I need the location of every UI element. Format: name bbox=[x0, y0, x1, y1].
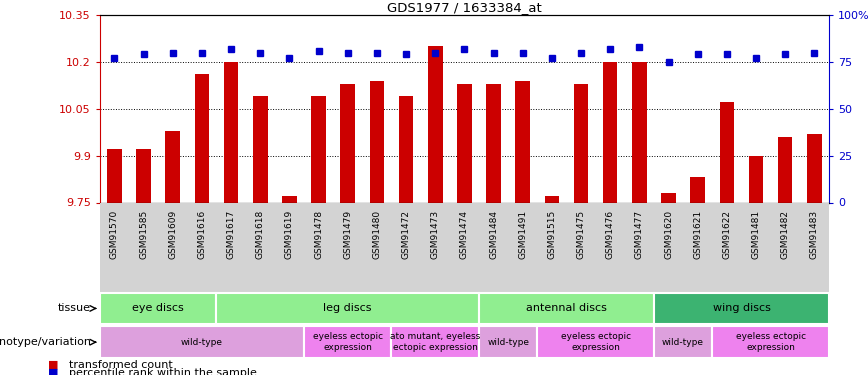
Text: ■: ■ bbox=[48, 368, 58, 375]
Text: GSM91620: GSM91620 bbox=[664, 210, 673, 259]
Bar bbox=[661, 193, 676, 202]
Text: GSM91622: GSM91622 bbox=[722, 210, 732, 259]
Text: wing discs: wing discs bbox=[713, 303, 771, 313]
Text: antennal discs: antennal discs bbox=[526, 303, 607, 313]
Bar bbox=[544, 196, 559, 202]
Text: GSM91585: GSM91585 bbox=[139, 210, 148, 259]
Text: GSM91474: GSM91474 bbox=[460, 210, 469, 259]
Text: GSM91617: GSM91617 bbox=[227, 210, 235, 259]
Bar bbox=[166, 130, 180, 203]
Text: tissue: tissue bbox=[58, 303, 91, 313]
Bar bbox=[654, 326, 713, 358]
Text: GSM91609: GSM91609 bbox=[168, 210, 177, 259]
Bar bbox=[807, 134, 822, 202]
Bar bbox=[370, 81, 385, 203]
Bar bbox=[224, 62, 239, 202]
Text: GSM91570: GSM91570 bbox=[110, 210, 119, 259]
Text: GSM91621: GSM91621 bbox=[694, 210, 702, 259]
Text: GSM91515: GSM91515 bbox=[548, 210, 556, 259]
Bar bbox=[253, 96, 267, 202]
Bar bbox=[312, 96, 326, 202]
Bar bbox=[136, 149, 151, 202]
Text: GSM91473: GSM91473 bbox=[431, 210, 440, 259]
Bar bbox=[107, 149, 122, 202]
Bar bbox=[194, 74, 209, 202]
Text: GSM91481: GSM91481 bbox=[752, 210, 760, 259]
Text: GSM91480: GSM91480 bbox=[372, 210, 381, 259]
Text: percentile rank within the sample: percentile rank within the sample bbox=[69, 368, 257, 375]
Bar bbox=[690, 177, 705, 203]
Bar bbox=[216, 292, 479, 324]
Bar bbox=[398, 96, 413, 202]
Bar bbox=[516, 81, 530, 203]
Text: genotype/variation: genotype/variation bbox=[0, 337, 91, 347]
Text: GSM91619: GSM91619 bbox=[285, 210, 294, 259]
Text: GSM91618: GSM91618 bbox=[256, 210, 265, 259]
Bar bbox=[574, 84, 589, 203]
Text: wild-type: wild-type bbox=[181, 338, 223, 346]
Bar bbox=[100, 292, 216, 324]
Text: GSM91479: GSM91479 bbox=[343, 210, 352, 259]
Bar bbox=[100, 326, 304, 358]
Text: GSM91475: GSM91475 bbox=[576, 210, 586, 259]
Text: GSM91483: GSM91483 bbox=[810, 210, 819, 259]
Title: GDS1977 / 1633384_at: GDS1977 / 1633384_at bbox=[387, 1, 542, 14]
Text: GSM91472: GSM91472 bbox=[402, 210, 411, 259]
Text: ato mutant, eyeless
ectopic expression: ato mutant, eyeless ectopic expression bbox=[390, 333, 480, 352]
Bar bbox=[457, 84, 471, 203]
Text: GSM91477: GSM91477 bbox=[635, 210, 644, 259]
Text: eyeless ectopic
expression: eyeless ectopic expression bbox=[312, 333, 383, 352]
Text: GSM91491: GSM91491 bbox=[518, 210, 527, 259]
Bar bbox=[632, 62, 647, 202]
Bar bbox=[486, 84, 501, 203]
Text: leg discs: leg discs bbox=[324, 303, 372, 313]
Text: GSM91476: GSM91476 bbox=[606, 210, 615, 259]
Text: wild-type: wild-type bbox=[662, 338, 704, 346]
Text: transformed count: transformed count bbox=[69, 360, 174, 370]
Bar bbox=[428, 46, 443, 202]
Bar bbox=[720, 102, 734, 202]
Bar bbox=[282, 196, 297, 202]
Bar bbox=[479, 292, 654, 324]
Bar bbox=[713, 326, 829, 358]
Text: eyeless ectopic
expression: eyeless ectopic expression bbox=[735, 333, 806, 352]
Text: GSM91616: GSM91616 bbox=[197, 210, 207, 259]
Bar bbox=[391, 326, 479, 358]
Text: GSM91482: GSM91482 bbox=[780, 210, 790, 259]
Text: wild-type: wild-type bbox=[487, 338, 529, 346]
Text: eyeless ectopic
expression: eyeless ectopic expression bbox=[561, 333, 631, 352]
Bar bbox=[304, 326, 391, 358]
Bar bbox=[749, 156, 763, 203]
Bar bbox=[479, 326, 537, 358]
Bar bbox=[603, 62, 617, 202]
Bar bbox=[654, 292, 829, 324]
Bar bbox=[340, 84, 355, 203]
Text: eye discs: eye discs bbox=[132, 303, 184, 313]
Text: GSM91484: GSM91484 bbox=[489, 210, 498, 259]
Bar bbox=[537, 326, 654, 358]
Text: ■: ■ bbox=[48, 360, 58, 370]
Text: GSM91478: GSM91478 bbox=[314, 210, 323, 259]
Bar bbox=[778, 137, 792, 202]
